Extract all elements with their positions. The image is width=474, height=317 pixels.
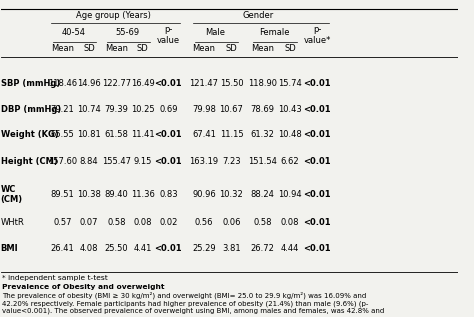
Text: <0.01: <0.01 [303, 244, 331, 253]
Text: <0.01: <0.01 [303, 130, 331, 139]
Text: <0.01: <0.01 [155, 157, 182, 166]
Text: 10.74: 10.74 [77, 105, 101, 113]
Text: 88.24: 88.24 [251, 190, 274, 199]
Text: 26.72: 26.72 [251, 244, 274, 253]
Text: WHtR: WHtR [0, 218, 25, 227]
Text: 10.32: 10.32 [219, 190, 243, 199]
Text: <0.01: <0.01 [303, 79, 331, 88]
Text: 0.57: 0.57 [53, 218, 72, 227]
Text: Weight (KG): Weight (KG) [0, 130, 58, 139]
Text: 0.58: 0.58 [253, 218, 272, 227]
Text: 89.51: 89.51 [51, 190, 74, 199]
Text: 67.41: 67.41 [192, 130, 216, 139]
Text: 0.08: 0.08 [134, 218, 152, 227]
Text: The prevalence of obesity (BMI ≥ 30 kg/m²) and overweight (BMI= 25.0 to 29.9 kg/: The prevalence of obesity (BMI ≥ 30 kg/m… [1, 292, 384, 314]
Text: 122.77: 122.77 [102, 79, 131, 88]
Text: 16.49: 16.49 [131, 79, 155, 88]
Text: <0.01: <0.01 [155, 244, 182, 253]
Text: p-
value: p- value [157, 25, 180, 44]
Text: p-
value*: p- value* [304, 25, 331, 44]
Text: 79.39: 79.39 [104, 105, 128, 113]
Text: 10.43: 10.43 [278, 105, 302, 113]
Text: 8.84: 8.84 [80, 157, 98, 166]
Text: Female: Female [259, 28, 289, 37]
Text: 118.90: 118.90 [248, 79, 277, 88]
Text: 11.41: 11.41 [131, 130, 155, 139]
Text: 26.41: 26.41 [51, 244, 74, 253]
Text: 0.58: 0.58 [107, 218, 126, 227]
Text: 0.56: 0.56 [195, 218, 213, 227]
Text: Age group (Years): Age group (Years) [76, 11, 151, 20]
Text: SD: SD [137, 44, 149, 54]
Text: 4.41: 4.41 [134, 244, 152, 253]
Text: 118.46: 118.46 [48, 79, 77, 88]
Text: 121.47: 121.47 [190, 79, 219, 88]
Text: 0.07: 0.07 [80, 218, 98, 227]
Text: Mean: Mean [192, 44, 216, 54]
Text: Height (CM): Height (CM) [0, 157, 57, 166]
Text: Mean: Mean [51, 44, 74, 54]
Text: 15.74: 15.74 [278, 79, 302, 88]
Text: 61.58: 61.58 [104, 130, 128, 139]
Text: Male: Male [205, 28, 226, 37]
Text: 7.23: 7.23 [222, 157, 241, 166]
Text: 157.60: 157.60 [48, 157, 77, 166]
Text: 10.94: 10.94 [278, 190, 302, 199]
Text: 10.38: 10.38 [77, 190, 101, 199]
Text: <0.01: <0.01 [303, 157, 331, 166]
Text: 89.40: 89.40 [104, 190, 128, 199]
Text: 9.15: 9.15 [134, 157, 152, 166]
Text: 163.19: 163.19 [190, 157, 219, 166]
Text: 78.69: 78.69 [251, 105, 274, 113]
Text: 10.81: 10.81 [77, 130, 101, 139]
Text: <0.01: <0.01 [303, 218, 331, 227]
Text: 155.47: 155.47 [102, 157, 131, 166]
Text: 10.67: 10.67 [219, 105, 244, 113]
Text: SD: SD [284, 44, 296, 54]
Text: 90.96: 90.96 [192, 190, 216, 199]
Text: <0.01: <0.01 [155, 79, 182, 88]
Text: WC
(CM): WC (CM) [0, 185, 23, 204]
Text: 25.50: 25.50 [104, 244, 128, 253]
Text: 6.62: 6.62 [281, 157, 299, 166]
Text: 25.29: 25.29 [192, 244, 216, 253]
Text: 0.02: 0.02 [159, 218, 178, 227]
Text: 3.81: 3.81 [222, 244, 241, 253]
Text: Prevalence of Obesity and overweight: Prevalence of Obesity and overweight [1, 284, 164, 290]
Text: SD: SD [226, 44, 237, 54]
Text: 0.69: 0.69 [159, 105, 178, 113]
Text: 40-54: 40-54 [61, 28, 85, 37]
Text: 79.98: 79.98 [192, 105, 216, 113]
Text: 4.08: 4.08 [80, 244, 98, 253]
Text: 10.25: 10.25 [131, 105, 155, 113]
Text: * independent sample t-test: * independent sample t-test [1, 275, 107, 281]
Text: 79.21: 79.21 [51, 105, 74, 113]
Text: <0.01: <0.01 [155, 130, 182, 139]
Text: 11.15: 11.15 [219, 130, 243, 139]
Text: Mean: Mean [105, 44, 128, 54]
Text: 0.83: 0.83 [159, 190, 178, 199]
Text: 151.54: 151.54 [248, 157, 277, 166]
Text: SD: SD [83, 44, 95, 54]
Text: Mean: Mean [251, 44, 274, 54]
Text: Gender: Gender [243, 11, 274, 20]
Text: BMI: BMI [0, 244, 18, 253]
Text: 65.55: 65.55 [51, 130, 74, 139]
Text: <0.01: <0.01 [303, 105, 331, 113]
Text: <0.01: <0.01 [303, 190, 331, 199]
Text: 4.44: 4.44 [281, 244, 299, 253]
Text: DBP (mmHg): DBP (mmHg) [0, 105, 61, 113]
Text: 14.96: 14.96 [77, 79, 101, 88]
Text: SBP (mmHg): SBP (mmHg) [0, 79, 60, 88]
Text: 55-69: 55-69 [115, 28, 139, 37]
Text: 11.36: 11.36 [131, 190, 155, 199]
Text: 0.08: 0.08 [281, 218, 299, 227]
Text: 10.48: 10.48 [278, 130, 302, 139]
Text: 15.50: 15.50 [219, 79, 243, 88]
Text: 0.06: 0.06 [222, 218, 241, 227]
Text: 61.32: 61.32 [251, 130, 274, 139]
